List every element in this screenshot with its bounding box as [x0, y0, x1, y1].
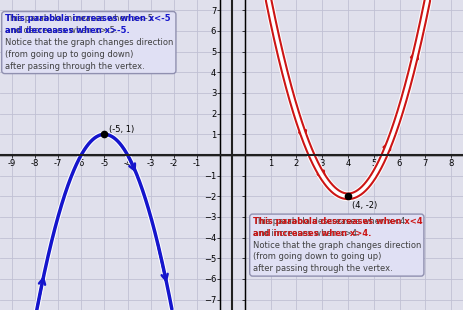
Text: (4, -2): (4, -2): [351, 201, 376, 210]
Text: This parabola increases when x<-5
and decreases when x>-5.: This parabola increases when x<-5 and de…: [5, 15, 170, 35]
Text: (-5, 1): (-5, 1): [109, 125, 134, 134]
Text: This parabola increases when x<-5
and decreases when x>-5.
Notice that the graph: This parabola increases when x<-5 and de…: [5, 15, 173, 71]
Text: This parabola descreases when x<4
and increases when x>4.
Notice that the graph : This parabola descreases when x<4 and in…: [252, 217, 420, 273]
Text: This parabola descreases when x<4
and increases when x>4.: This parabola descreases when x<4 and in…: [252, 217, 421, 238]
